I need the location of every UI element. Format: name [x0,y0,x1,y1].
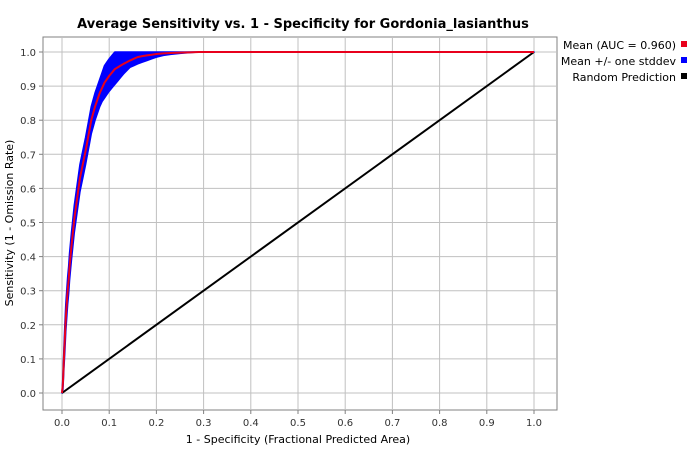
y-tick-label: 0.0 [20,389,36,400]
x-tick-label: 0.5 [290,418,306,429]
y-axis-label: Sensitivity (1 - Omission Rate) [3,140,16,307]
y-tick-label: 0.7 [20,150,36,161]
y-tick-label: 1.0 [20,48,36,59]
x-tick-label: 0.4 [243,418,259,429]
y-tick-label: 0.5 [20,219,36,230]
legend-label-stddev: Mean +/- one stddev [561,55,677,68]
y-tick-label: 0.4 [20,253,36,264]
y-tick-label: 0.2 [20,321,36,332]
legend-label-mean: Mean (AUC = 0.960) [563,39,676,52]
plot-area [42,36,558,411]
x-tick-label: 0.9 [479,418,495,429]
y-tick-label: 0.6 [20,184,36,195]
x-axis-ticks: 0.0 0.1 0.2 0.3 0.4 0.5 0.6 0.7 0.8 0.9 1.0 [54,410,542,429]
mean-roc-line [61,51,534,394]
x-axis-label: 1 - Specificity (Fractional Predicted Ar… [186,433,410,446]
x-tick-label: 0.2 [148,418,164,429]
x-tick-label: 0.1 [101,418,117,429]
x-tick-label: 1.0 [526,418,542,429]
legend-swatch-stddev [681,57,687,63]
series-layer [61,51,535,394]
x-tick-label: 0.8 [432,418,448,429]
x-tick-label: 0.0 [54,418,70,429]
y-tick-label: 0.9 [20,82,36,93]
x-tick-label: 0.3 [196,418,212,429]
y-axis-ticks: 0.0 0.1 0.2 0.3 0.4 0.5 0.6 0.7 0.8 0.9 1.0 [20,48,43,400]
x-tick-label: 0.7 [384,418,400,429]
legend: Mean (AUC = 0.960) Mean +/- one stddev R… [561,39,687,84]
x-tick-label: 0.6 [337,418,353,429]
y-tick-label: 0.8 [20,116,36,127]
chart-title: Average Sensitivity vs. 1 - Specificity … [77,17,529,32]
legend-label-random: Random Prediction [572,71,676,84]
legend-swatch-mean [681,41,687,47]
legend-swatch-random [681,73,687,79]
y-tick-label: 0.3 [20,287,36,298]
random-prediction-line [61,51,535,394]
y-tick-label: 0.1 [20,355,36,366]
